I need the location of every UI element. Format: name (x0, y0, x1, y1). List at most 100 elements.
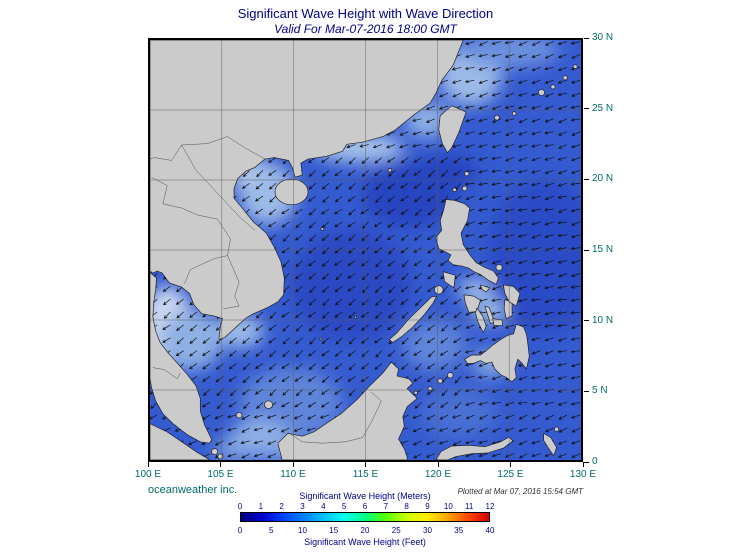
feet-tick: 20 (360, 526, 370, 535)
island-sulu-4 (413, 390, 418, 395)
land-bohol (492, 318, 504, 326)
lat-axis-label: 20 N (592, 173, 614, 185)
lon-axis-label: 125 E (497, 469, 524, 480)
island-ryukyu-5 (562, 75, 568, 81)
land-borneo (277, 361, 418, 460)
meters-tick: 9 (425, 502, 430, 511)
lat-axis-tick (584, 108, 589, 110)
island-ryukyu-6 (572, 64, 578, 69)
lon-axis-tick (510, 462, 511, 467)
island-spratly-1 (319, 337, 323, 341)
feet-tick: 0 (237, 526, 243, 535)
lat-axis-tick (584, 37, 589, 39)
lon-axis-tick (582, 462, 584, 467)
feet-tick: 35 (454, 526, 464, 535)
lon-axis-label: 130 E (569, 469, 597, 480)
wave-height-map (150, 40, 581, 460)
island-babuyan-2 (452, 187, 457, 192)
island-ryukyu-2 (512, 111, 517, 116)
map-frame (148, 38, 583, 462)
meters-tick: 2 (279, 502, 284, 511)
island-busuanga (434, 285, 444, 295)
island-babuyan-1 (461, 185, 468, 192)
lon-axis-tick (292, 462, 294, 467)
land-china-indochina (150, 40, 464, 340)
lat-axis-tick (584, 249, 589, 251)
legend-meters-label: Significant Wave Height (Meters) (299, 491, 431, 501)
feet-tick: 5 (269, 526, 274, 535)
land-sulawesi (435, 436, 514, 460)
island-morotai (554, 426, 560, 432)
meters-tick: 6 (362, 502, 368, 511)
lon-axis-tick (220, 462, 221, 467)
lat-axis-label: 0 (592, 456, 598, 467)
island-pratas (387, 168, 392, 173)
land-masses (150, 40, 578, 460)
country-borders (150, 136, 382, 444)
lat-axis-label: 15 N (592, 244, 614, 255)
island-ryukyu-4 (550, 84, 556, 90)
island-riau-1 (211, 448, 219, 455)
land-masbate (480, 284, 491, 293)
feet-tick: 25 (391, 526, 401, 535)
land-mindanao (464, 323, 530, 382)
credit-text: oceanweather inc. (148, 484, 238, 496)
lat-axis-tick (584, 320, 589, 322)
lat-axis-label: 5 N (592, 385, 608, 397)
meters-tick: 7 (383, 502, 389, 511)
island-natuna (264, 400, 273, 409)
graticule-grid (150, 40, 581, 460)
land-samar (503, 284, 521, 307)
lon-axis-label: 105 E (207, 469, 234, 480)
meters-tick: 8 (404, 502, 409, 511)
island-sulu-1 (447, 372, 454, 379)
meters-tick: 5 (341, 502, 347, 511)
lat-axis-label: 10 N (592, 314, 614, 326)
meters-tick: 1 (258, 502, 264, 511)
meters-tick: 3 (300, 502, 305, 511)
lon-axis-tick (437, 462, 439, 467)
lat-axis-tick (584, 461, 589, 463)
land-sumatra (150, 423, 210, 460)
legend-feet-label: Significant Wave Height (Feet) (304, 537, 426, 547)
lat-axis-label: 30 N (592, 32, 614, 43)
island-anambas (235, 412, 243, 419)
lon-axis-label: 110 E (280, 469, 306, 480)
land-halmahera (543, 433, 557, 457)
legend-meters-ticks: 0 1 2 3 4 5 6 7 8 9 10 11 12 (237, 502, 495, 512)
lat-axis-label: 25 N (592, 102, 614, 114)
meters-tick: 12 (485, 502, 495, 511)
feet-tick: 15 (329, 526, 339, 535)
land-mindoro (442, 271, 456, 289)
meters-tick: 11 (465, 502, 474, 511)
lon-axis-label: 100 E (134, 469, 162, 480)
island-riau-2 (217, 453, 224, 460)
island-ryukyu-1 (494, 115, 500, 121)
island-ryukyu-3 (538, 89, 545, 96)
island-sulu-2 (437, 378, 443, 384)
meters-tick: 0 (237, 502, 243, 511)
valid-time-subtitle: Valid For Mar-07-2016 18:00 GMT (274, 22, 457, 36)
meters-tick: 4 (321, 502, 326, 511)
island-batan (464, 171, 470, 177)
island-spratly-2 (353, 315, 357, 319)
lon-axis-tick (147, 462, 149, 467)
lat-axis-tick (584, 390, 589, 392)
land-taiwan (438, 105, 467, 154)
lon-axis-label: 115 E (352, 469, 379, 480)
land-palawan (388, 295, 437, 343)
feet-tick: 40 (485, 526, 495, 535)
land-negros (475, 307, 487, 333)
land-malay-peninsula (150, 272, 213, 444)
plotted-timestamp: Plotted at Mar 07, 2016 15:54 GMT (457, 487, 583, 496)
lon-axis-tick (365, 462, 366, 467)
meters-tick: 10 (443, 502, 453, 511)
wave-height-colorbar (240, 512, 490, 522)
land-hainan (274, 178, 309, 206)
island-sulu-3 (427, 386, 433, 391)
legend-feet-ticks: 0 5 10 15 20 25 30 35 40 (237, 526, 495, 536)
lat-axis-tick (584, 178, 589, 180)
island-catanduanes (495, 264, 503, 271)
feet-tick: 10 (298, 526, 307, 535)
